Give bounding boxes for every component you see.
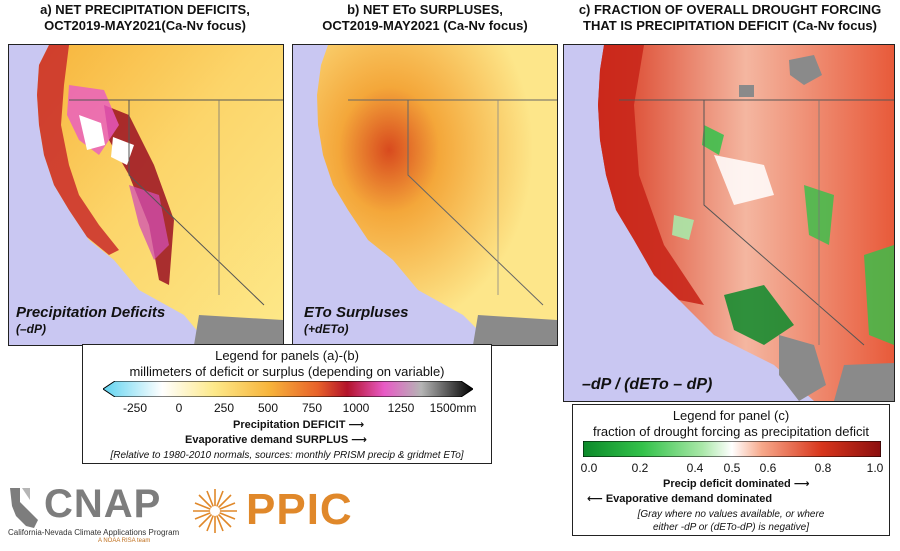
- right-arrow-icon: ⟶: [793, 478, 810, 490]
- legend-ab-tick: 750: [301, 401, 323, 415]
- panel-c-map: [563, 44, 895, 402]
- panel-a-map: [8, 44, 284, 346]
- panel-b-title-line2: OCT2019-MAY2021 (Ca-Nv focus): [322, 18, 528, 33]
- panel-a-title-line2: OCT2019-MAY2021(Ca-Nv focus): [44, 18, 246, 33]
- panel-a-title-line1: a) NET PRECIPITATION DEFICITS,: [40, 2, 250, 17]
- starburst-icon: [193, 489, 237, 533]
- legend-ab-note: [Relative to 1980-2010 normals, sources:…: [110, 450, 464, 461]
- panel-c-title: c) FRACTION OF OVERALL DROUGHT FORCING T…: [560, 2, 900, 34]
- legend-c: Legend for panel (c) fraction of drought…: [572, 404, 890, 536]
- california-nevada-logo-icon: [10, 488, 38, 528]
- legend-ab-tick: 250: [213, 401, 235, 415]
- panel-c-title-line2: THAT IS PRECIPITATION DEFICIT (Ca-Nv foc…: [583, 18, 877, 33]
- cnap-subtitle: California-Nevada Climate Applications P…: [8, 528, 180, 537]
- legend-c-arrow2: ⟵ Evaporative demand dominated: [587, 492, 772, 505]
- legend-ab-tick: 1000: [342, 401, 370, 415]
- panel-b-sublabel: (+dETo): [304, 322, 349, 336]
- legend-c-tick: 0.0: [580, 461, 598, 475]
- panel-c-label: –dP / (dETo – dP): [582, 376, 712, 393]
- legend-ab-title1: Legend for panels (a)-(b): [215, 348, 359, 363]
- legend-ab-arrow1: Precipitation DEFICIT ⟶: [233, 418, 364, 431]
- legend-ab-tick: 500: [257, 401, 279, 415]
- panel-a-title: a) NET PRECIPITATION DEFICITS, OCT2019-M…: [0, 2, 290, 34]
- legend-c-arrow1-label: Precip deficit dominated: [663, 478, 791, 490]
- cnap-subtitle2: A NOAA RISA team: [98, 538, 151, 544]
- legend-c-arrow2-label: Evaporative demand dominated: [605, 493, 773, 505]
- ppic-name: PPIC: [246, 485, 353, 534]
- ppic-logo: PPIC: [190, 484, 360, 540]
- legend-ab-tick: -250: [122, 401, 148, 415]
- legend-c-tick: 1.0: [866, 461, 884, 475]
- legend-c-title2: fraction of drought forcing as precipita…: [592, 424, 870, 439]
- panel-a-label: Precipitation Deficits (–dP): [16, 304, 165, 338]
- legend-ab-title2: millimeters of deficit or surplus (depen…: [129, 364, 445, 379]
- legend-c-tick: 0.2: [631, 461, 649, 475]
- panel-c-title-line1: c) FRACTION OF OVERALL DROUGHT FORCING: [578, 2, 882, 17]
- legend-c-title1: Legend for panel (c): [672, 408, 790, 423]
- legend-c-tick: 0.6: [759, 461, 777, 475]
- legend-ab-arrow2-label: Evaporative demand SURPLUS: [185, 434, 349, 446]
- cnap-logo: CNAP California-Nevada Climate Applicati…: [8, 480, 180, 548]
- panel-a-label-text: Precipitation Deficits: [16, 304, 166, 321]
- legend-c-note2: either -dP or (dETo-dP) is negative]: [652, 522, 809, 533]
- legend-c-colorbar: [583, 441, 881, 457]
- legend-ab-tick: 0: [175, 401, 183, 415]
- panel-b-title: b) NET ETo SURPLUSES, OCT2019-MAY2021 (C…: [290, 2, 560, 34]
- legend-c-tick: 0.8: [814, 461, 832, 475]
- legend-ab: Legend for panels (a)-(b) millimeters of…: [82, 344, 492, 464]
- legend-c-tick: 0.4: [686, 461, 704, 475]
- panel-b-map: [292, 44, 558, 346]
- legend-ab-tick: 1500mm: [429, 401, 477, 415]
- legend-ab-tick: 1250: [387, 401, 415, 415]
- legend-c-note1: [Gray where no values available, or wher…: [637, 509, 825, 520]
- cnap-name: CNAP: [44, 482, 162, 526]
- right-arrow-icon: ⟶: [351, 434, 368, 446]
- panel-b-label-text: ETo Surpluses: [304, 304, 409, 321]
- legend-ab-arrow1-label: Precipitation DEFICIT: [233, 419, 346, 431]
- legend-c-arrow1: Precip deficit dominated ⟶: [663, 477, 810, 490]
- legend-ab-arrow2: Evaporative demand SURPLUS ⟶: [185, 433, 367, 446]
- panel-a-sublabel: (–dP): [16, 322, 46, 336]
- legend-c-tick: 0.5: [723, 461, 741, 475]
- legend-ab-colorbar: [103, 381, 473, 397]
- left-arrow-icon: ⟵: [587, 493, 603, 505]
- panel-b-label: ETo Surpluses (+dETo): [304, 304, 408, 338]
- right-arrow-icon: ⟶: [348, 419, 365, 431]
- panel-b-title-line1: b) NET ETo SURPLUSES,: [347, 2, 503, 17]
- panel-c-label-text: –dP / (dETo – dP): [582, 376, 713, 393]
